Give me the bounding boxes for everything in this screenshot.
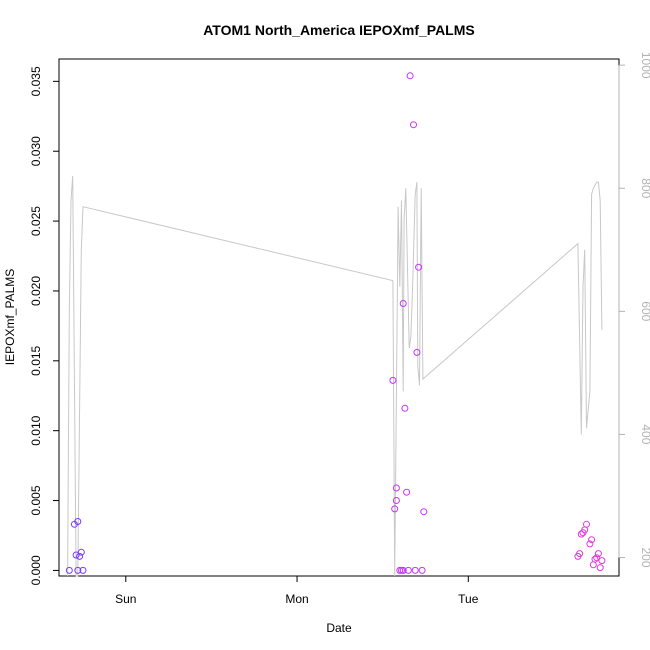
secondary-y-axis: 200 400 600 800 1000 [618, 52, 650, 568]
y-tick-label: 0.010 [29, 415, 43, 445]
y-axis: 0.000 0.005 0.010 0.015 0.020 0.025 0.030 0.035 [29, 66, 59, 585]
data-point [399, 566, 407, 574]
data-point [596, 564, 604, 572]
data-point [401, 404, 409, 412]
data-point [74, 518, 82, 525]
data-point [65, 566, 73, 574]
x-axis: Sun Mon Tue [115, 576, 479, 606]
secondary-tick-label: 400 [639, 424, 650, 444]
secondary-line-layer [67, 175, 603, 577]
data-point [594, 550, 602, 558]
data-point [77, 548, 85, 556]
y-tick-label: 0.005 [29, 485, 43, 515]
y-tick-label: 0.000 [29, 555, 43, 585]
data-point [74, 566, 82, 574]
data-point [411, 566, 419, 574]
data-point [79, 566, 87, 574]
data-point [586, 540, 594, 548]
secondary-series-line [67, 175, 603, 577]
data-point [404, 566, 412, 574]
data-point [413, 348, 421, 356]
x-tick-label: Mon [285, 592, 308, 606]
secondary-tick-label: 200 [639, 547, 650, 567]
y-tick-label: 0.025 [29, 206, 43, 236]
data-point [420, 508, 428, 516]
y-tick-label: 0.015 [29, 345, 43, 375]
data-point [415, 263, 423, 271]
data-point [403, 488, 411, 496]
data-point [593, 554, 601, 562]
data-point [391, 505, 399, 513]
data-point [406, 72, 414, 80]
data-point [76, 552, 84, 560]
data-point [418, 566, 426, 574]
chart-title: ATOM1 North_America IEPOXmf_PALMS [203, 22, 475, 38]
data-point [399, 300, 407, 307]
secondary-tick-label: 800 [639, 178, 650, 198]
data-point [392, 484, 400, 492]
data-point [576, 550, 584, 558]
secondary-tick-label: 600 [639, 301, 650, 321]
y-tick-label: 0.030 [29, 136, 43, 166]
x-tick-label: Sun [115, 592, 136, 606]
data-point [410, 121, 417, 129]
data-point [72, 551, 80, 559]
data-point [389, 376, 397, 384]
data-point [392, 497, 400, 504]
data-point [583, 520, 590, 528]
y-tick-label: 0.020 [29, 276, 43, 306]
x-tick-label: Tue [458, 592, 479, 606]
x-axis-label: Date [326, 621, 352, 635]
y-tick-label: 0.035 [29, 66, 43, 96]
y-axis-label: IEPOXmf_PALMS [3, 269, 17, 365]
points-layer [65, 72, 606, 574]
data-point [598, 557, 606, 565]
data-point [577, 530, 585, 538]
data-point [588, 536, 596, 544]
secondary-tick-label: 1000 [639, 52, 650, 79]
plot-frame [58, 58, 620, 577]
data-point [589, 561, 597, 569]
data-point [591, 555, 599, 563]
